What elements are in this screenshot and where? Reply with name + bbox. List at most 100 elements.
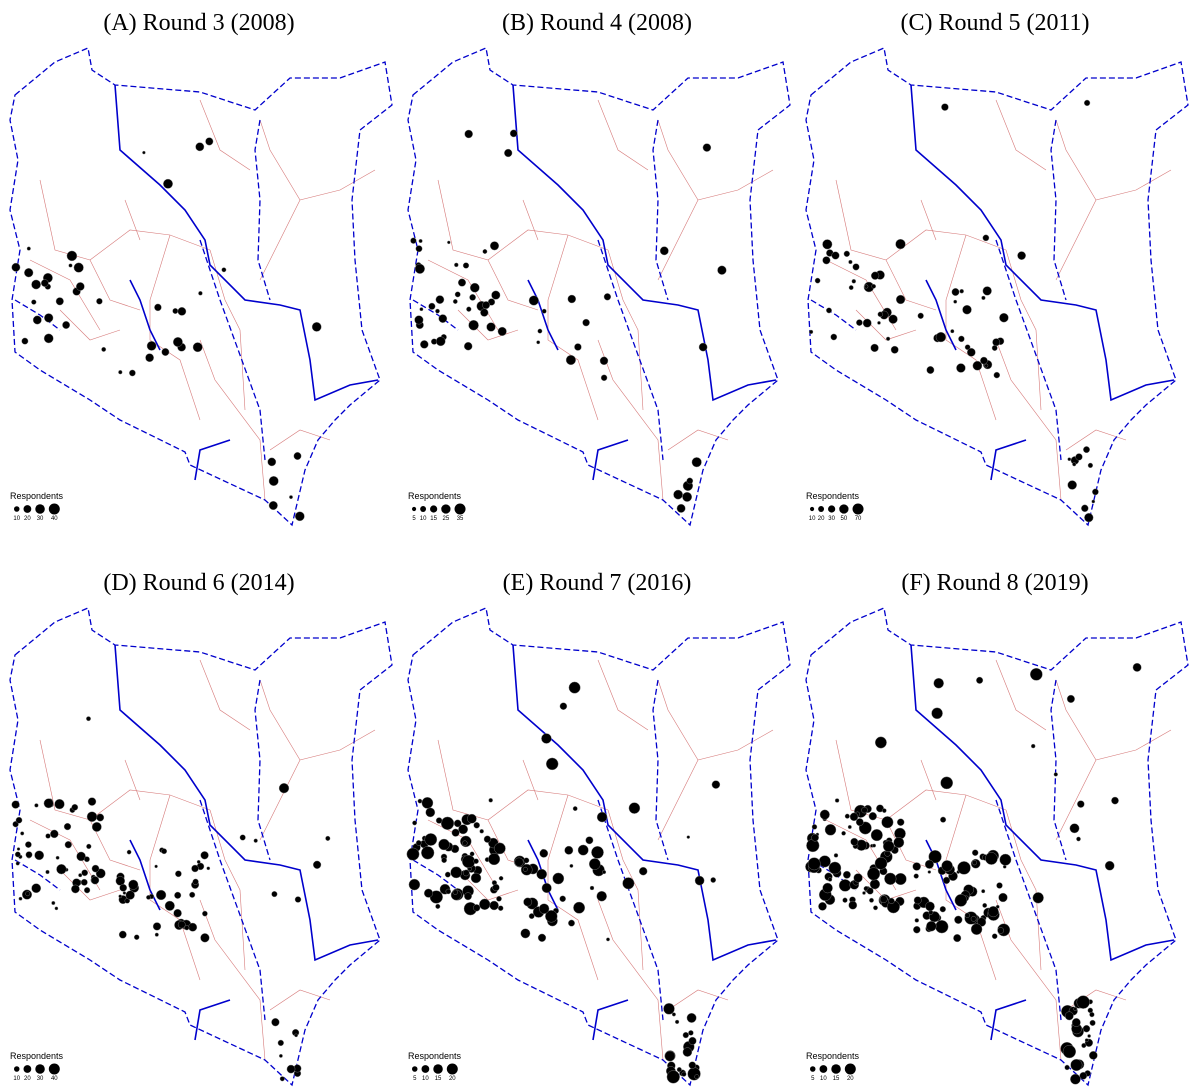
survey-dot xyxy=(435,903,441,909)
survey-dot xyxy=(81,869,88,877)
survey-dot xyxy=(568,919,575,927)
survey-dot xyxy=(325,835,331,841)
survey-dot xyxy=(675,1019,680,1024)
survey-dot xyxy=(1002,864,1007,869)
survey-dot xyxy=(971,860,977,866)
survey-dot xyxy=(628,802,641,814)
survey-dot xyxy=(958,335,965,343)
survey-dot xyxy=(200,933,210,943)
survey-dot xyxy=(24,268,34,278)
legend-label: 5 xyxy=(811,1076,815,1082)
survey-dot xyxy=(585,836,594,845)
legend-label: 20 xyxy=(847,1076,854,1082)
panel-caption: (A) Round 3 (2008) xyxy=(103,10,294,36)
survey-dot xyxy=(686,1012,697,1023)
survey-dot xyxy=(1084,1038,1089,1043)
survey-dot xyxy=(453,819,462,828)
survey-dot xyxy=(91,821,102,832)
survey-dot xyxy=(568,681,581,694)
survey-dot xyxy=(1073,1007,1078,1011)
survey-dot xyxy=(984,363,989,368)
survey-dot xyxy=(76,282,85,291)
survey-dot xyxy=(664,1050,676,1062)
legend-label: 20 xyxy=(24,516,31,522)
survey-dot xyxy=(408,878,421,891)
survey-dot xyxy=(50,829,59,839)
survey-dot xyxy=(76,851,86,862)
survey-dot xyxy=(843,250,850,257)
legend-title: Respondents xyxy=(10,491,64,501)
survey-dot xyxy=(970,915,977,922)
survey-dot xyxy=(43,333,54,344)
survey-dot xyxy=(420,340,429,349)
legend-label: 15 xyxy=(430,516,437,522)
survey-dot xyxy=(912,862,921,871)
survey-dot xyxy=(410,237,417,244)
survey-dot xyxy=(415,245,423,253)
legend-label: 10 xyxy=(820,1076,827,1082)
survey-dot xyxy=(294,896,302,903)
survey-dot xyxy=(848,900,858,910)
legend-symbol xyxy=(844,1063,856,1075)
survey-dot xyxy=(574,343,582,351)
survey-dot xyxy=(924,859,934,869)
survey-dot xyxy=(56,864,67,875)
survey-dot xyxy=(992,338,1001,347)
survey-dot xyxy=(154,932,159,937)
survey-dot xyxy=(438,838,450,851)
survey-dot xyxy=(831,251,840,260)
legend-label: 50 xyxy=(841,516,848,522)
survey-dot xyxy=(498,875,504,881)
survey-dot xyxy=(833,853,839,858)
country-outline xyxy=(805,47,1189,526)
survey-dot xyxy=(80,878,88,886)
survey-dot xyxy=(913,896,922,905)
survey-dot xyxy=(987,906,999,918)
survey-dot xyxy=(688,1036,697,1045)
legend-label: 15 xyxy=(435,1076,442,1082)
survey-dot xyxy=(1062,1045,1077,1059)
survey-dot xyxy=(985,852,998,865)
survey-dot xyxy=(118,894,122,899)
survey-dot xyxy=(253,838,258,843)
survey-dot xyxy=(172,337,183,347)
survey-dot xyxy=(26,246,31,251)
survey-dot xyxy=(1104,860,1115,871)
legend-title: Respondents xyxy=(408,1051,462,1061)
survey-dot xyxy=(172,308,179,314)
survey-dot xyxy=(133,934,140,940)
survey-dot xyxy=(311,322,322,332)
survey-dot xyxy=(622,877,635,890)
survey-dot xyxy=(289,495,293,499)
survey-dot xyxy=(942,876,951,885)
legend-symbol xyxy=(35,504,45,514)
survey-dot xyxy=(884,872,897,885)
legend-symbol xyxy=(23,1065,32,1073)
legend-symbol xyxy=(454,503,466,515)
survey-dot xyxy=(86,811,98,822)
survey-dot xyxy=(489,241,499,251)
survey-dot xyxy=(198,291,203,296)
survey-dot xyxy=(18,896,23,901)
survey-dot xyxy=(596,811,608,823)
legend-symbol xyxy=(420,506,427,512)
survey-dot xyxy=(268,501,278,511)
survey-dot xyxy=(464,892,472,901)
survey-dot xyxy=(206,866,211,871)
legend-label: 5 xyxy=(412,516,416,522)
survey-dot xyxy=(452,299,458,304)
survey-dot xyxy=(496,895,502,902)
survey-dot xyxy=(666,1070,680,1084)
survey-dot xyxy=(925,901,935,912)
survey-dot xyxy=(964,912,970,918)
survey-dot xyxy=(277,1039,284,1047)
legend-title: Respondents xyxy=(806,1051,860,1061)
survey-dot xyxy=(196,859,201,864)
survey-dot xyxy=(294,1033,298,1038)
survey-dot xyxy=(418,238,423,243)
map-panel: (C) Round 5 (2011) Respondents 10 20 30 50 70 xyxy=(805,10,1189,526)
survey-dot xyxy=(826,307,832,314)
legend-symbol xyxy=(819,1065,828,1073)
survey-dot xyxy=(935,920,949,934)
survey-dot xyxy=(11,800,20,809)
